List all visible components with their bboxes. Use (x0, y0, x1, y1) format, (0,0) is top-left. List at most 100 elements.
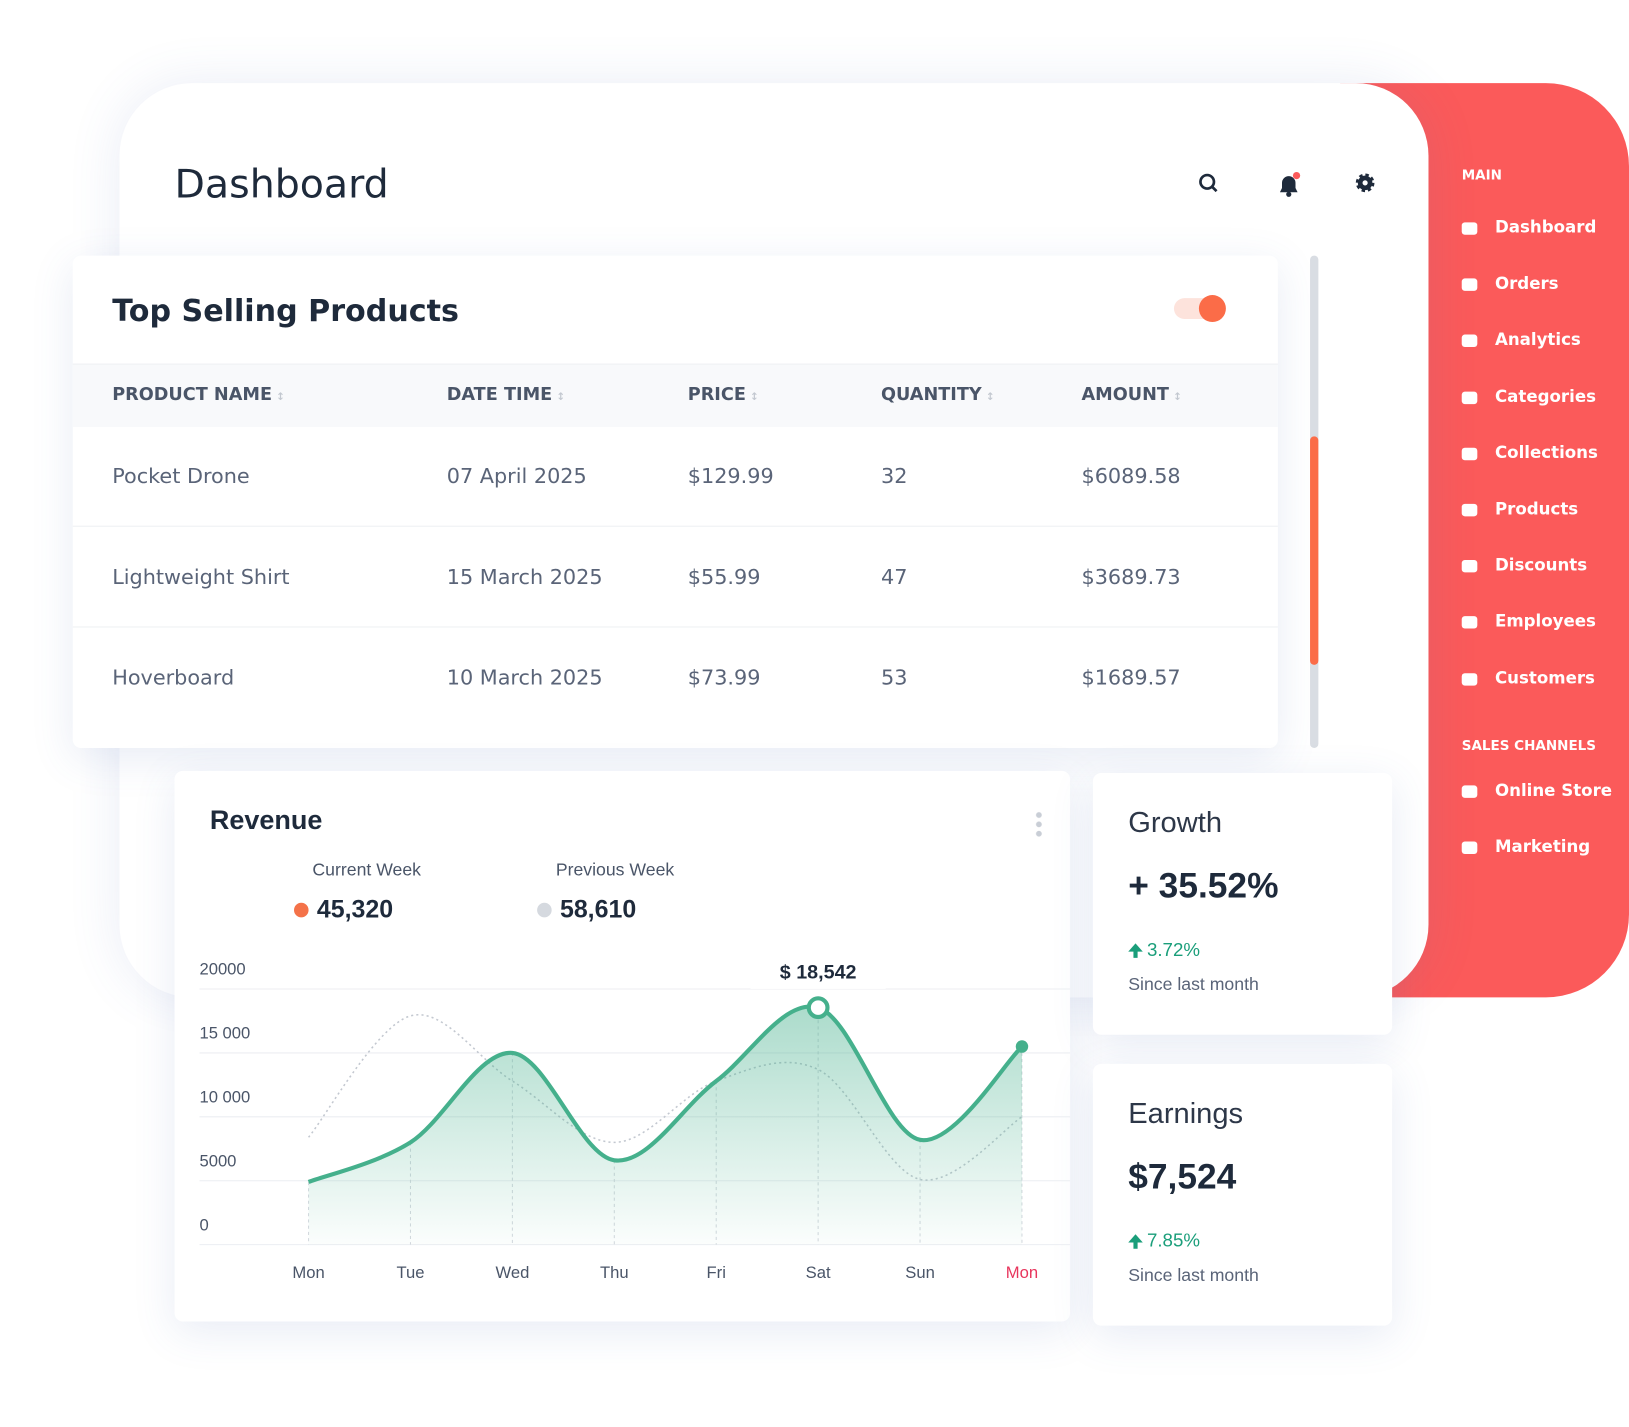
sidebar-item[interactable]: Collections (1494, 442, 1598, 463)
legend-dot (294, 902, 309, 918)
table-cell: $1689.57 (1081, 664, 1181, 690)
notification-icon[interactable] (1279, 171, 1301, 197)
x-tick-label: Mon (1006, 1263, 1038, 1282)
table-cell: Lightweight Shirt (112, 564, 290, 590)
area (308, 1006, 1022, 1245)
up-arrow (1128, 1234, 1143, 1243)
legend-dot (537, 902, 552, 918)
legend-total: 58,610 (560, 896, 636, 924)
y-tick-label: 20000 (199, 960, 245, 979)
row-divider (72, 525, 1278, 527)
stat-value: $7,524 (1128, 1157, 1237, 1197)
sidebar-icon (1461, 222, 1478, 235)
stat-note: Since last month (1128, 974, 1259, 995)
row-divider (72, 626, 1278, 628)
sort-icon[interactable]: ↕ (1173, 391, 1182, 404)
sidebar-icon (1461, 616, 1478, 629)
table-cell: 15 March 2025 (446, 564, 603, 590)
point (806, 996, 830, 1020)
x-tick-label: Mon (292, 1263, 324, 1282)
legend-label: Previous Week (556, 859, 675, 879)
sidebar-section-title: SALES CHANNELS (1461, 738, 1597, 755)
sidebar-icon (1461, 560, 1478, 573)
search-icon[interactable] (1199, 173, 1218, 193)
stat-card (1092, 772, 1393, 1035)
sidebar-item[interactable]: Customers (1494, 667, 1595, 688)
stat-title: Growth (1128, 806, 1223, 839)
sidebar-item[interactable]: Categories (1494, 386, 1596, 406)
sidebar-icon (1461, 391, 1478, 404)
column-header[interactable]: QUANTITY ↕ (880, 384, 995, 406)
table-cell: $3689.73 (1081, 564, 1181, 590)
sidebar-icon (1461, 278, 1478, 292)
table-cell: 32 (880, 463, 908, 489)
y-tick-label: 5000 (199, 1151, 236, 1170)
sidebar-icon (1461, 334, 1478, 348)
sidebar-item[interactable]: Analytics (1494, 329, 1581, 350)
sidebar-item[interactable]: Employees (1494, 611, 1596, 632)
y-tick-label: 15 000 (199, 1024, 250, 1043)
sort-icon[interactable]: ↕ (556, 391, 566, 404)
stat-note: Since last month (1128, 1265, 1259, 1286)
sidebar-icon (1461, 841, 1478, 855)
sidebar-item[interactable]: Discounts (1494, 554, 1588, 575)
toggle[interactable] (1173, 295, 1226, 323)
up-arrow-stem (1133, 950, 1138, 958)
sidebar-section-title: MAIN (1461, 168, 1502, 184)
sidebar-item[interactable]: Online Store (1494, 780, 1613, 800)
y-tick-label: 10 000 (199, 1088, 250, 1107)
page-title: Dashboard (174, 161, 389, 207)
legend-total: 45,320 (317, 896, 393, 924)
x-tick-label: Sun (905, 1263, 935, 1282)
x-tick-label: Wed (495, 1263, 529, 1282)
table-cell: $55.99 (687, 564, 761, 590)
settings-icon[interactable] (1355, 173, 1375, 193)
sort-icon[interactable]: ↕ (276, 391, 285, 404)
stat-card (1092, 1063, 1393, 1326)
toolbar-icons (1199, 171, 1375, 197)
x-tick-label: Tue (396, 1263, 424, 1282)
column-header[interactable]: DATE TIME ↕ (446, 384, 566, 406)
stat-change: 7.85% (1146, 1230, 1200, 1251)
sidebar-icon (1461, 447, 1478, 461)
y-tick-label: 0 (199, 1215, 208, 1234)
card-title: Revenue (209, 804, 323, 836)
line (307, 1004, 1024, 1184)
sidebar-icon (1461, 503, 1478, 517)
table-cell: $129.99 (687, 463, 774, 489)
data-label: $ 18,542 (780, 962, 857, 984)
point (1015, 1040, 1029, 1053)
scrollbar[interactable] (1310, 255, 1319, 749)
table-cell: $73.99 (687, 664, 761, 690)
sidebar-icon (1461, 672, 1478, 686)
table-cell: Pocket Drone (112, 463, 250, 489)
sort-icon[interactable]: ↕ (985, 391, 995, 404)
menu-dots[interactable] (1035, 810, 1043, 838)
table-cell: 10 March 2025 (446, 664, 603, 690)
table-cell: Hoverboard (112, 664, 235, 690)
stat-title: Earnings (1128, 1097, 1244, 1130)
products-card (72, 255, 1278, 749)
table-cell: 47 (880, 564, 908, 590)
x-tick-label: Thu (600, 1263, 629, 1282)
up-arrow-stem (1133, 1241, 1138, 1249)
x-tick-label: Sat (806, 1263, 831, 1282)
sidebar-item[interactable]: Orders (1494, 273, 1559, 294)
card-title: Top Selling Products (112, 292, 459, 329)
x-tick-label: Fri (707, 1263, 726, 1282)
stat-value: + 35.52% (1128, 866, 1279, 906)
sidebar-item[interactable]: Products (1494, 498, 1579, 519)
legend-label: Current Week (312, 859, 421, 879)
sidebar-item[interactable]: Marketing (1494, 836, 1591, 857)
label-bg (750, 957, 886, 989)
column-header[interactable]: PRICE ↕ (687, 384, 759, 406)
column-header[interactable]: AMOUNT ↕ (1081, 384, 1182, 406)
up-arrow (1128, 943, 1143, 952)
sidebar-item[interactable]: Dashboard (1494, 217, 1597, 237)
table-cell: $6089.58 (1081, 463, 1181, 489)
column-header[interactable]: PRODUCT NAME ↕ (112, 384, 285, 406)
sort-icon[interactable]: ↕ (750, 391, 759, 404)
